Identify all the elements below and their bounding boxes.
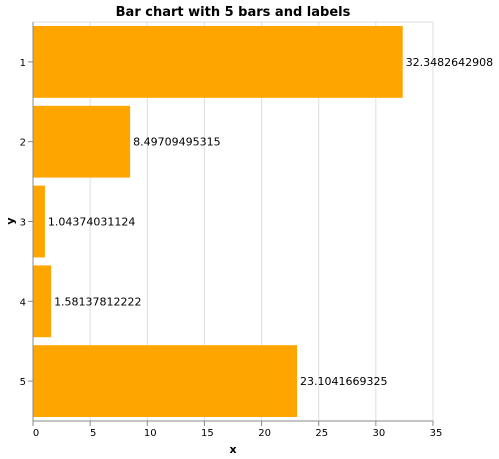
chart-title: Bar chart with 5 bars and labels (116, 5, 351, 20)
data-label-2: 8.49709495315 (133, 136, 220, 149)
x-tick-label: 15 (201, 428, 214, 439)
x-tick-label: 5 (90, 428, 96, 439)
y-tick-label: 4 (20, 297, 26, 308)
x-tick-label: 0 (33, 428, 39, 439)
bar-4 (33, 265, 52, 338)
data-label-3: 1.04374031124 (48, 216, 135, 229)
data-label-1: 32.3482642908 (406, 56, 493, 69)
y-axis-title: y (4, 217, 17, 224)
bar-3 (33, 185, 45, 258)
y-tick-label: 3 (20, 218, 26, 229)
bars: 32.3482642908 8.49709495315 1.04374031124 1… (33, 26, 493, 417)
bar-1 (33, 26, 403, 98)
x-tick-label: 30 (372, 428, 385, 439)
x-tick-label: 35 (430, 428, 443, 439)
y-tick-label: 5 (20, 377, 26, 388)
bar-5 (33, 345, 298, 417)
x-tick-label: 25 (315, 428, 328, 439)
bar-2 (33, 105, 131, 178)
x-tick-label: 10 (144, 428, 157, 439)
x-tick-label: 20 (258, 428, 271, 439)
y-tick-label: 1 (20, 58, 26, 69)
data-label-4: 1.58137812222 (54, 295, 141, 308)
y-tick-label: 2 (20, 138, 26, 149)
x-axis-title: x (229, 443, 236, 456)
axes: 0 5 10 15 20 25 30 35 1 2 3 4 5 (20, 22, 443, 439)
data-label-5: 23.1041669325 (300, 375, 387, 388)
